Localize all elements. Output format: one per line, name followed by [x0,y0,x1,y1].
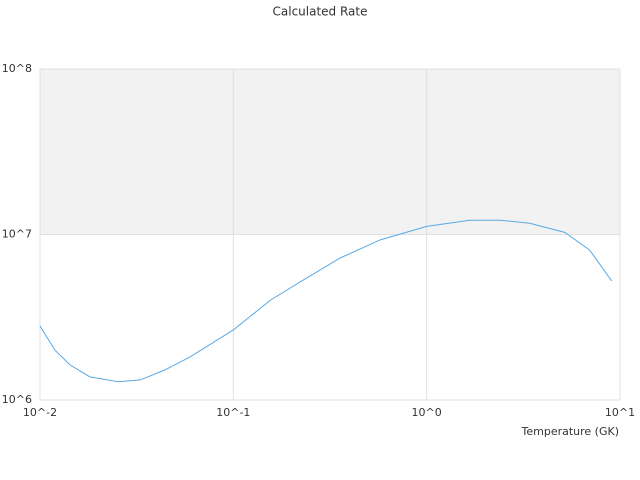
x-axis-label: Temperature (GK) [521,425,620,438]
y-tick-label: 10^8 [2,62,32,75]
chart-title: Calculated Rate [273,5,368,19]
y-tick-label: 10^6 [2,393,32,406]
x-tick-label: 10^-2 [23,406,57,419]
x-tick-label: 10^1 [605,406,635,419]
y-tick-label: 10^7 [2,228,32,241]
plot-band [40,69,620,235]
series-line [39,219,613,383]
x-tick-label: 10^0 [412,406,442,419]
x-tick-label: 10^-1 [216,406,250,419]
